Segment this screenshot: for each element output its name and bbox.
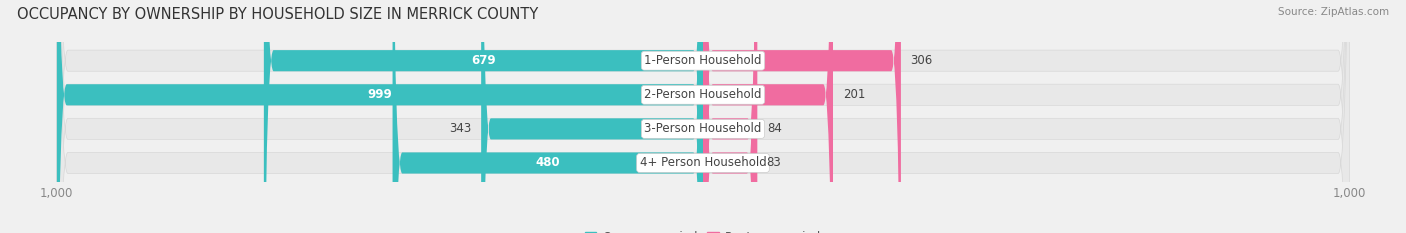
Text: 1-Person Household: 1-Person Household	[644, 54, 762, 67]
FancyBboxPatch shape	[703, 0, 901, 233]
FancyBboxPatch shape	[56, 0, 1350, 233]
FancyBboxPatch shape	[703, 0, 758, 233]
Text: 84: 84	[768, 122, 782, 135]
FancyBboxPatch shape	[264, 0, 703, 233]
FancyBboxPatch shape	[703, 0, 832, 233]
Text: 4+ Person Household: 4+ Person Household	[640, 157, 766, 169]
Text: 480: 480	[536, 157, 560, 169]
Text: 343: 343	[449, 122, 471, 135]
FancyBboxPatch shape	[56, 0, 1350, 233]
Legend: Owner-occupied, Renter-occupied: Owner-occupied, Renter-occupied	[579, 226, 827, 233]
Text: 306: 306	[911, 54, 932, 67]
Text: Source: ZipAtlas.com: Source: ZipAtlas.com	[1278, 7, 1389, 17]
Text: 3-Person Household: 3-Person Household	[644, 122, 762, 135]
Text: 999: 999	[367, 88, 392, 101]
FancyBboxPatch shape	[392, 0, 703, 233]
Text: 201: 201	[842, 88, 865, 101]
FancyBboxPatch shape	[481, 0, 703, 233]
Text: 679: 679	[471, 54, 496, 67]
FancyBboxPatch shape	[56, 0, 1350, 233]
FancyBboxPatch shape	[56, 0, 703, 233]
Text: OCCUPANCY BY OWNERSHIP BY HOUSEHOLD SIZE IN MERRICK COUNTY: OCCUPANCY BY OWNERSHIP BY HOUSEHOLD SIZE…	[17, 7, 538, 22]
FancyBboxPatch shape	[56, 0, 1350, 233]
Text: 83: 83	[766, 157, 782, 169]
FancyBboxPatch shape	[703, 0, 756, 233]
Text: 2-Person Household: 2-Person Household	[644, 88, 762, 101]
